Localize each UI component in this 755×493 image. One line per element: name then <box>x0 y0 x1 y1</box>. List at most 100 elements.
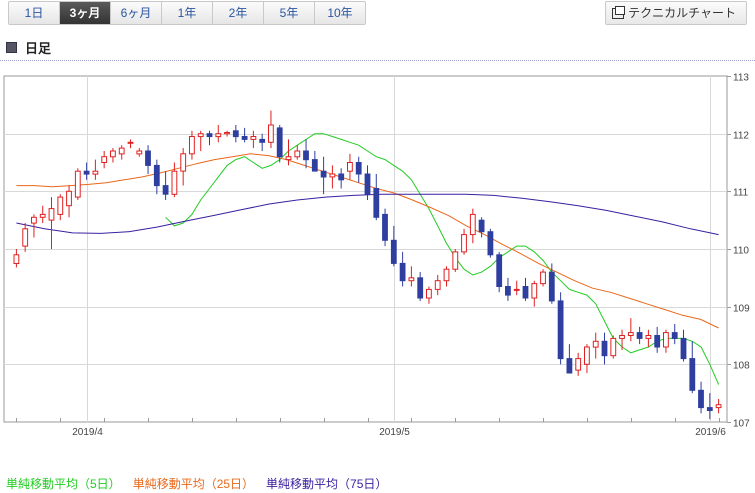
period-title-text: 日足 <box>25 41 52 56</box>
candle-down <box>680 337 687 360</box>
candle-down <box>487 231 494 256</box>
candle-down <box>390 239 397 264</box>
candle-up <box>329 173 336 178</box>
candle-down <box>478 219 485 233</box>
candle-up <box>39 213 46 218</box>
candle-down <box>698 389 704 409</box>
candle-down <box>557 300 564 360</box>
candle-down <box>364 173 371 195</box>
candle-down <box>548 271 555 302</box>
candle-down <box>671 332 678 339</box>
candle-up <box>136 150 143 155</box>
candle-up <box>189 136 195 155</box>
candle-up <box>110 150 116 158</box>
candle-up <box>610 337 617 357</box>
candle-up <box>13 254 20 265</box>
candle-up <box>627 332 634 337</box>
candle-up <box>250 136 257 140</box>
candle-down <box>496 254 503 288</box>
candle-down <box>399 262 406 282</box>
candle-down <box>311 159 318 172</box>
candle-up <box>584 346 590 365</box>
candle-down <box>566 358 573 374</box>
tab-10-years[interactable]: 10年 <box>315 2 365 24</box>
candle-up <box>443 268 450 282</box>
candle-down <box>417 277 424 299</box>
tab-3-months[interactable]: 3ヶ月 <box>60 2 111 24</box>
ma5-line <box>165 133 720 385</box>
candle-up <box>619 335 625 339</box>
chart-legend: 単純移動平均（5日） 単純移動平均（25日） 単純移動平均（75日） <box>6 475 387 492</box>
candle-up <box>268 124 274 143</box>
candle-up <box>31 216 37 224</box>
candle-down <box>373 188 380 218</box>
candle-up <box>513 288 520 291</box>
candle-down <box>153 164 160 187</box>
tab-6-months[interactable]: 6ヶ月 <box>111 2 162 24</box>
y-tick-label: 109 <box>733 304 750 315</box>
candle-up <box>347 162 353 172</box>
y-tick-label: 108 <box>733 361 750 372</box>
y-tick-label: 112 <box>733 131 749 142</box>
tab-5-years[interactable]: 5年 <box>264 2 315 24</box>
candle-up <box>663 332 669 348</box>
legend-ma5: 単純移動平均（5日） <box>6 477 121 491</box>
candle-up <box>426 288 432 299</box>
candle-up <box>180 153 187 172</box>
candle-up <box>540 271 546 285</box>
candle-down <box>320 170 327 178</box>
candle-down <box>83 170 90 175</box>
candle-up <box>66 190 72 207</box>
period-tabs: 1日 3ヶ月 6ヶ月 1年 2年 5年 10年 <box>8 1 366 25</box>
candle-down <box>636 332 643 339</box>
candle-down <box>382 213 388 241</box>
legend-ma25: 単純移動平均（25日） <box>132 477 255 491</box>
candle-down <box>303 150 309 161</box>
candle-up <box>215 133 222 138</box>
tab-2-years[interactable]: 2年 <box>213 2 264 24</box>
candle-down <box>276 127 283 158</box>
candle-up <box>101 156 108 163</box>
y-tick-label: 107 <box>733 419 750 430</box>
candle-down <box>522 286 529 299</box>
candle-up <box>575 358 582 371</box>
candle-up <box>408 277 415 282</box>
technical-chart-label: テクニカルチャート <box>628 6 736 20</box>
candle-down <box>241 136 248 140</box>
tab-1-day[interactable]: 1日 <box>9 2 60 24</box>
candle-up <box>294 150 301 158</box>
candle-down <box>232 130 239 138</box>
candle-up <box>118 147 125 155</box>
x-tick-label: 2019/4 <box>72 427 103 438</box>
candle-down <box>355 162 362 175</box>
candle-up <box>92 170 99 175</box>
candle-down <box>601 340 608 357</box>
candle-down <box>505 286 511 296</box>
candle-up <box>57 196 64 215</box>
candle-down <box>689 358 696 391</box>
y-tick-label: 113 <box>733 73 749 84</box>
square-bullet-icon <box>6 42 17 53</box>
candle-up <box>592 340 599 348</box>
chart-window-icon <box>612 5 626 19</box>
candle-up <box>127 141 134 144</box>
candle-up <box>74 170 81 198</box>
legend-ma75: 単純移動平均（75日） <box>266 477 388 491</box>
candle-up <box>645 335 652 339</box>
y-tick-label: 110 <box>733 246 749 257</box>
candle-down <box>259 138 266 143</box>
candle-up <box>22 228 29 247</box>
technical-chart-button[interactable]: テクニカルチャート <box>605 1 747 25</box>
x-tick-label: 2019/5 <box>379 427 410 438</box>
tab-1-year[interactable]: 1年 <box>162 2 213 24</box>
candle-up <box>452 251 459 270</box>
candle-up <box>171 170 178 195</box>
candle-up <box>531 283 538 299</box>
candle-up <box>197 133 204 138</box>
y-tick-label: 111 <box>733 188 749 199</box>
candle-down <box>706 407 713 412</box>
candle-up <box>715 404 722 409</box>
candle-up <box>48 208 55 221</box>
candle-down <box>654 335 661 348</box>
candle-up <box>224 132 230 135</box>
